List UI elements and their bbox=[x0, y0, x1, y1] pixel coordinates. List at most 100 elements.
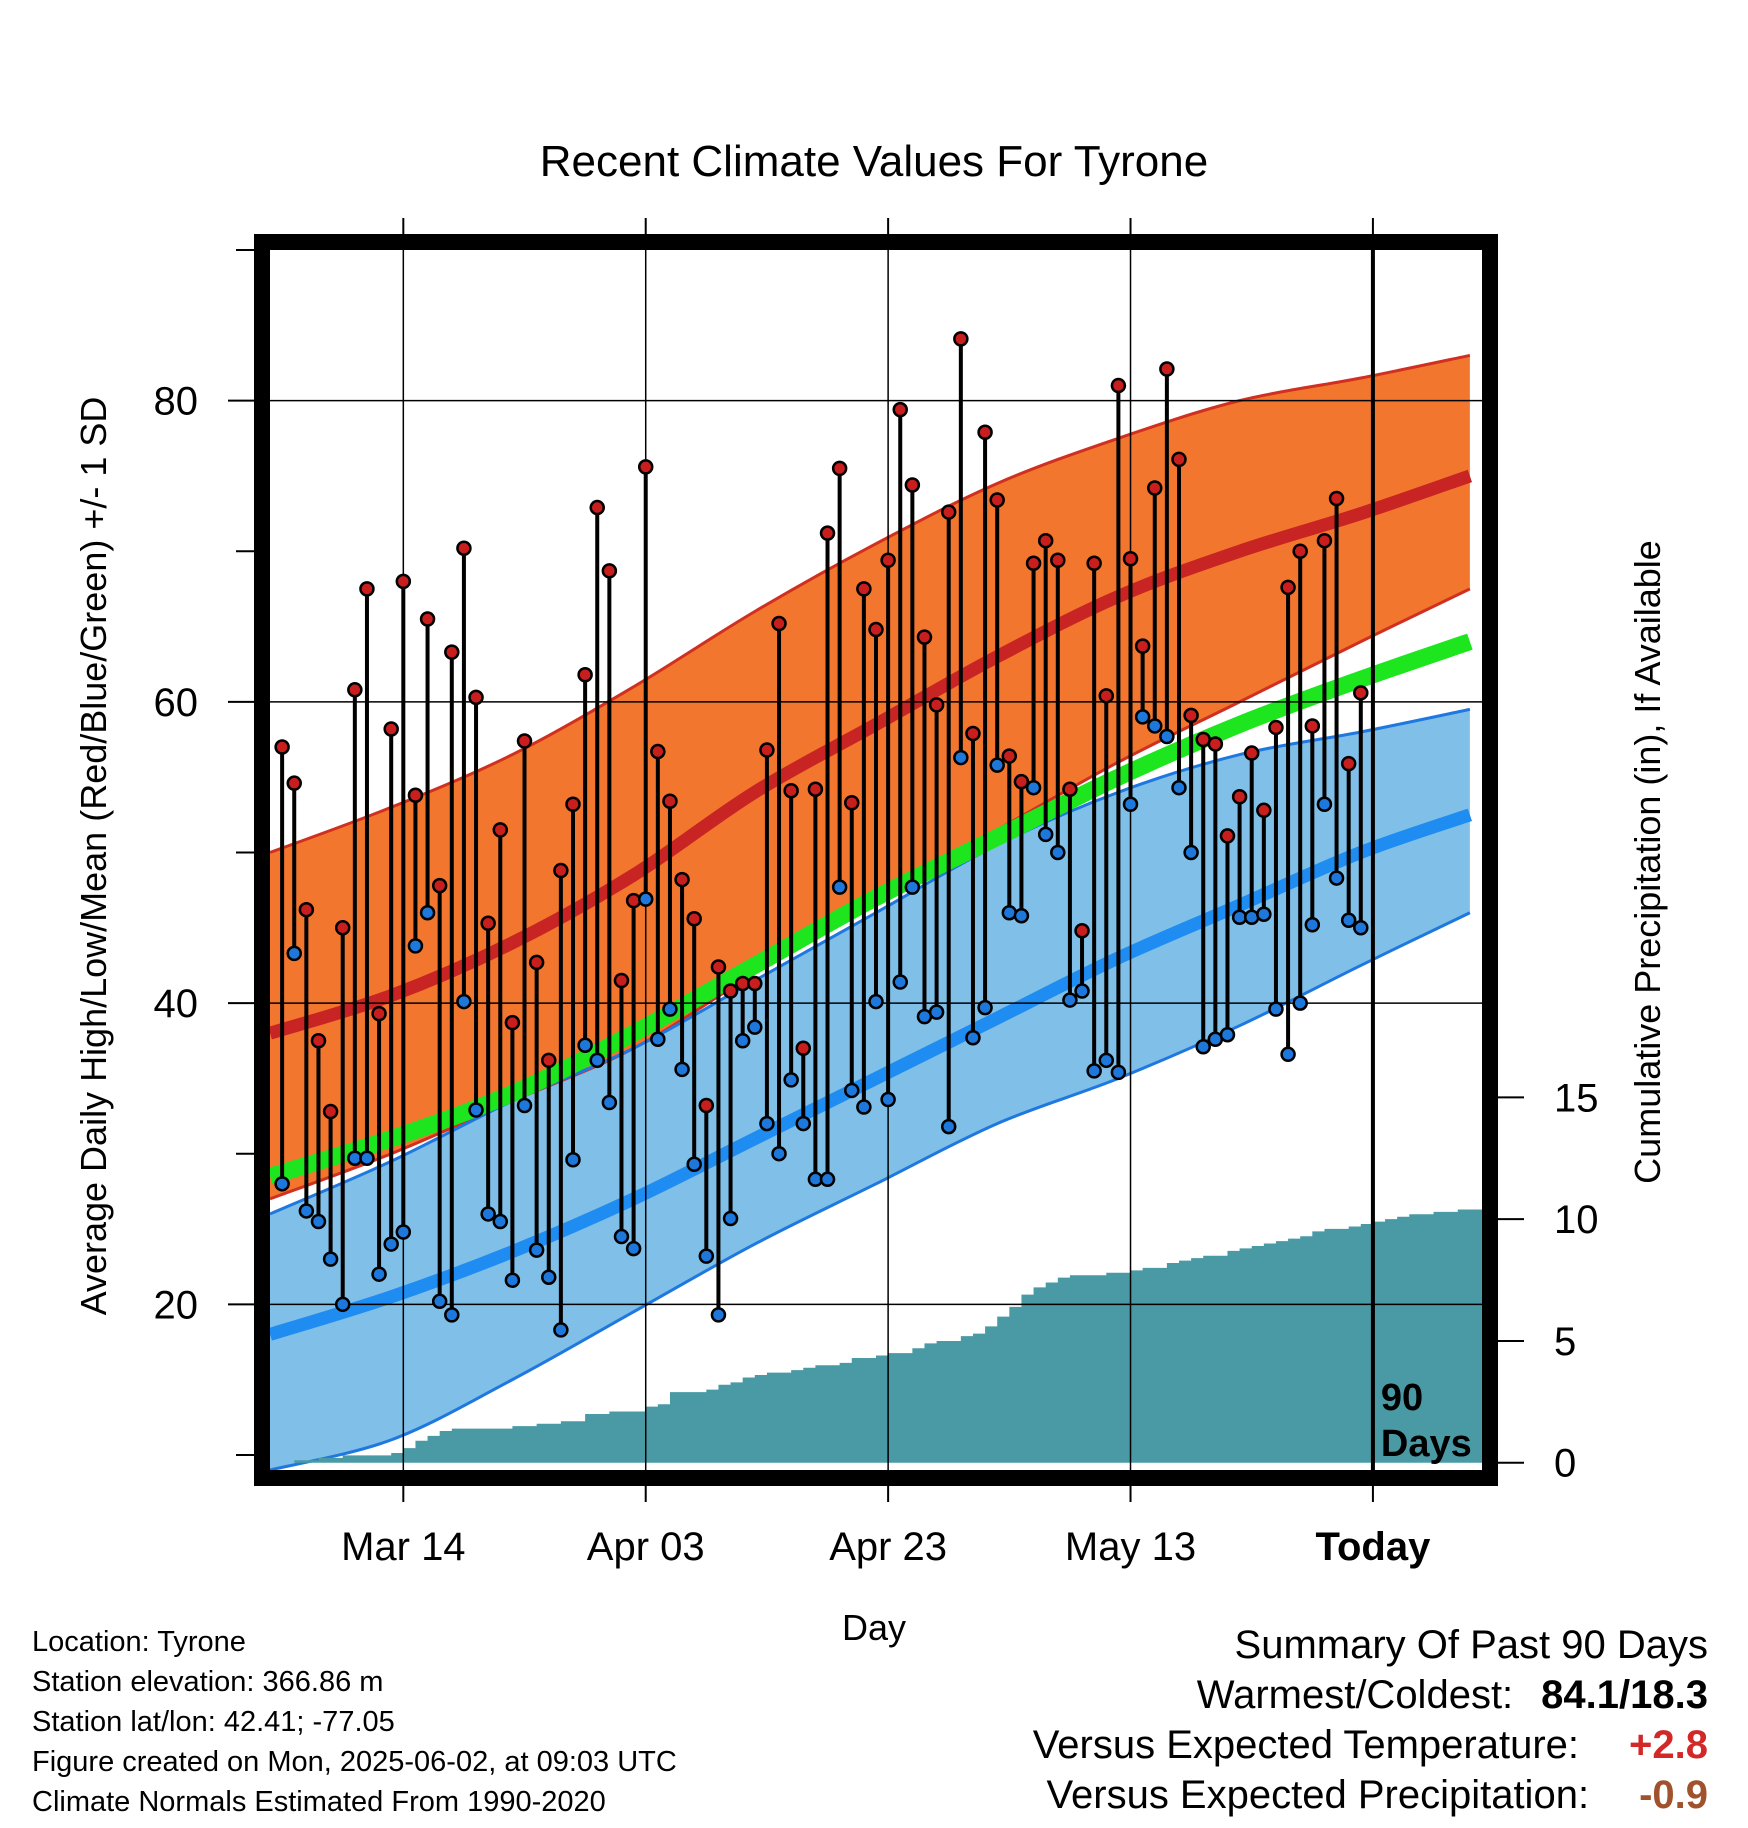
daily-low-point bbox=[880, 1091, 896, 1108]
daily-high-point bbox=[722, 983, 739, 999]
daily-low-point bbox=[625, 1240, 642, 1257]
daily-high-point bbox=[298, 901, 315, 918]
daily-low-point bbox=[286, 945, 302, 962]
daily-low-point bbox=[1062, 992, 1078, 1008]
daily-low-point bbox=[686, 1156, 702, 1172]
daily-low-point bbox=[419, 904, 436, 921]
daily-high-point bbox=[1280, 579, 1296, 596]
daily-low-point bbox=[940, 1118, 957, 1135]
daily-low-point bbox=[965, 1029, 981, 1046]
daily-high-point bbox=[371, 1005, 387, 1022]
daily-low-point bbox=[444, 1307, 460, 1323]
daily-high-point bbox=[613, 972, 630, 989]
daily-high-point bbox=[674, 871, 690, 888]
daily-high-point bbox=[977, 424, 993, 440]
daily-high-point bbox=[1086, 555, 1102, 572]
y-tick-label-right: 5 bbox=[1554, 1320, 1576, 1364]
precip-row: Versus Expected Precipitation: -0.9 bbox=[1033, 1770, 1708, 1820]
daily-high-point bbox=[747, 975, 763, 992]
daily-high-point bbox=[565, 796, 581, 813]
warmest-value: 84.1/18.3 bbox=[1541, 1673, 1708, 1717]
daily-low-point bbox=[1074, 983, 1090, 999]
daily-high-point bbox=[880, 552, 896, 569]
daily-low-point bbox=[868, 993, 884, 1010]
daily-low-point bbox=[589, 1052, 605, 1069]
daily-high-point bbox=[759, 742, 775, 758]
y-tick-label-left: 60 bbox=[154, 681, 199, 725]
daily-low-point bbox=[1159, 728, 1175, 745]
latlon-text: Station lat/lon: 42.41; -77.05 bbox=[32, 1706, 395, 1738]
daily-low-point bbox=[710, 1307, 727, 1323]
y-axis-title-right: Cumulative Precipitation (in), If Availa… bbox=[1627, 540, 1668, 1184]
daily-high-point bbox=[1219, 828, 1236, 844]
elevation-text: Station elevation: 366.86 m bbox=[32, 1666, 384, 1698]
daily-low-point bbox=[1110, 1064, 1127, 1081]
daily-low-point bbox=[274, 1176, 290, 1192]
daily-low-point bbox=[1328, 870, 1345, 886]
daily-high-point bbox=[1001, 748, 1018, 764]
daily-low-point bbox=[383, 1236, 399, 1252]
summary-heading: Summary Of Past 90 Days bbox=[1234, 1623, 1708, 1667]
precip-value: -0.9 bbox=[1639, 1773, 1708, 1817]
daily-low-point bbox=[977, 999, 993, 1016]
daily-high-point bbox=[1207, 736, 1224, 752]
daily-low-point bbox=[1037, 826, 1054, 843]
daily-high-point bbox=[868, 621, 884, 638]
precip-label: Versus Expected Precipitation: bbox=[1046, 1773, 1590, 1817]
daily-high-point bbox=[1050, 552, 1066, 569]
daily-high-point bbox=[407, 787, 424, 803]
daily-low-point bbox=[1171, 779, 1187, 796]
precipitation-area bbox=[270, 1209, 1482, 1463]
low-normal-band bbox=[270, 709, 1470, 1470]
daily-low-point bbox=[1292, 995, 1308, 1011]
x-tick-label: Mar 14 bbox=[341, 1525, 466, 1569]
daily-high-point bbox=[274, 739, 290, 755]
daily-low-point bbox=[528, 1242, 545, 1258]
daily-high-point bbox=[819, 525, 836, 541]
daily-low-point bbox=[407, 938, 424, 954]
daily-high-point bbox=[395, 573, 412, 590]
daily-high-point bbox=[856, 581, 872, 597]
daily-low-point bbox=[1183, 844, 1199, 861]
station-info: Location: Tyrone Station elevation: 366.… bbox=[32, 1622, 677, 1822]
daily-high-point bbox=[1147, 480, 1163, 496]
daily-low-point bbox=[1304, 917, 1321, 933]
daily-low-point bbox=[831, 879, 848, 895]
daily-high-point bbox=[1183, 707, 1199, 724]
warmest-label: Warmest/Coldest: bbox=[1196, 1673, 1514, 1717]
daily-high-point bbox=[444, 644, 460, 660]
daily-high-point bbox=[650, 743, 666, 760]
daily-low-point bbox=[1086, 1063, 1102, 1079]
daily-high-point bbox=[844, 795, 860, 811]
daily-low-point bbox=[541, 1269, 557, 1285]
location-text: Location: Tyrone bbox=[32, 1626, 246, 1658]
daily-low-point bbox=[577, 1037, 593, 1054]
daily-low-point bbox=[856, 1099, 872, 1115]
daily-high-point bbox=[589, 499, 605, 516]
daily-low-point bbox=[613, 1228, 630, 1245]
daily-high-point bbox=[334, 920, 351, 936]
daily-high-point bbox=[940, 504, 957, 520]
y-tick-label-left: 40 bbox=[154, 982, 199, 1026]
daily-high-point bbox=[359, 581, 375, 597]
daily-high-point bbox=[456, 540, 472, 556]
daily-low-point bbox=[1340, 912, 1357, 928]
temp-row: Versus Expected Temperature: +2.8 bbox=[1033, 1720, 1708, 1770]
daily-low-point bbox=[892, 974, 908, 990]
daily-high-point bbox=[1110, 377, 1127, 394]
daily-high-point bbox=[431, 877, 448, 894]
daily-low-point bbox=[904, 879, 921, 895]
daily-high-point bbox=[916, 629, 933, 645]
x-tick-label: Apr 23 bbox=[829, 1525, 947, 1569]
warmest-row: Warmest/Coldest: 84.1/18.3 bbox=[1033, 1670, 1708, 1720]
daily-high-point bbox=[1316, 532, 1333, 549]
daily-high-point bbox=[1134, 638, 1151, 654]
daily-low-point bbox=[1219, 1026, 1236, 1043]
daily-low-point bbox=[698, 1248, 715, 1264]
daily-high-point bbox=[1353, 685, 1369, 701]
daily-low-point bbox=[298, 1203, 315, 1219]
daily-low-point bbox=[953, 749, 969, 766]
daily-high-point bbox=[686, 910, 702, 927]
